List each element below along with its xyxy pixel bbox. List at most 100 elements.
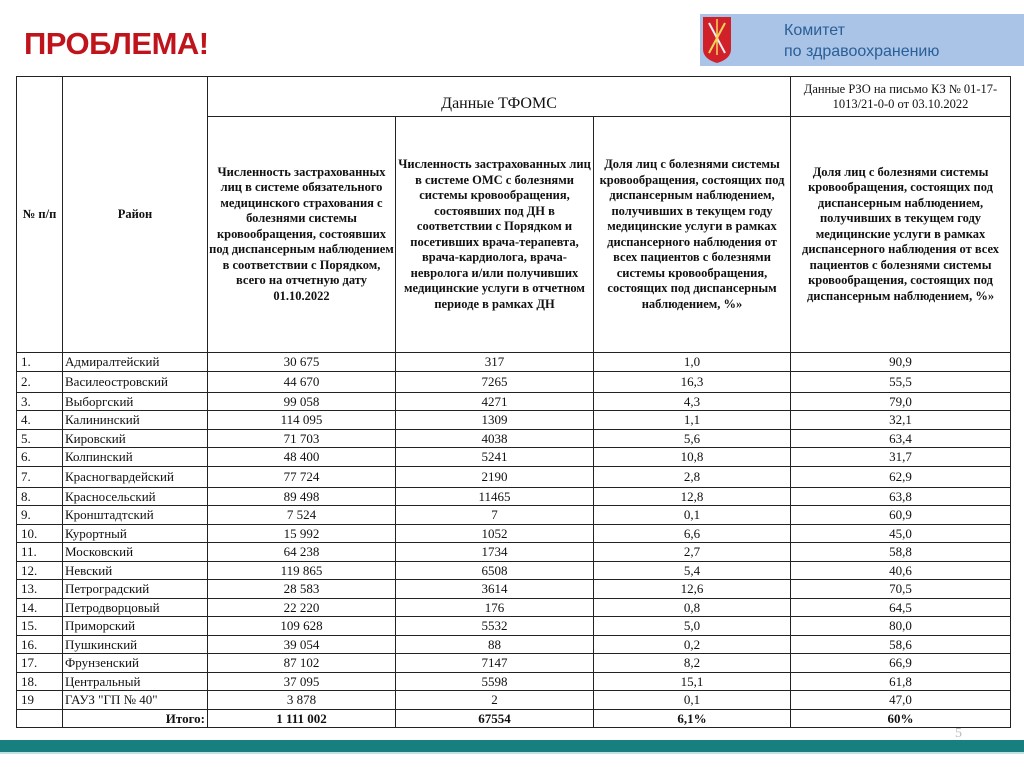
- row-col2: 1052: [395, 523, 594, 543]
- table-row: 15. Приморский 109 628 5532 5,0 80,0: [16, 616, 1012, 636]
- row-col2: 2: [395, 690, 594, 710]
- row-col2: 7147: [395, 653, 594, 673]
- row-col1: 64 238: [207, 542, 396, 562]
- row-col2: 2190: [395, 465, 594, 488]
- spb-coat-of-arms-icon: [703, 17, 731, 63]
- total-empty: [16, 708, 63, 728]
- row-district: Адмиралтейский: [62, 352, 208, 372]
- slide-title: ПРОБЛЕМА!: [24, 26, 209, 61]
- table-row: 12. Невский 119 865 6508 5,4 40,6: [16, 560, 1012, 580]
- row-col3: 10,8: [592, 447, 792, 467]
- row-col2: 5598: [395, 671, 594, 691]
- row-district: Василеостровский: [62, 370, 208, 393]
- row-col3: 2,7: [592, 542, 792, 562]
- row-district: Красносельский: [62, 486, 208, 506]
- table-row: 5. Кировский 71 703 4038 5,6 63,4: [16, 428, 1012, 448]
- row-district: Пушкинский: [62, 634, 208, 654]
- header-district: Район: [62, 76, 208, 353]
- row-col4: 32,1: [790, 410, 1012, 430]
- total-row: Итого: 1 111 002 67554 6,1% 60%: [16, 708, 1012, 728]
- row-col1: 30 675: [207, 352, 396, 372]
- header-rzo: Данные РЗО на письмо КЗ № 01-17-1013/21-…: [790, 76, 1012, 117]
- row-num: 12.: [16, 560, 63, 580]
- row-district: Московский: [62, 542, 208, 562]
- row-col1: 114 095: [207, 410, 396, 430]
- header-tfoms: Данные ТФОМС: [206, 76, 792, 117]
- row-num: 5.: [16, 428, 63, 448]
- row-num: 15.: [16, 616, 63, 636]
- org-header-band: [700, 14, 1024, 66]
- row-num: 17.: [16, 653, 63, 673]
- row-district: Кронштадтский: [62, 505, 208, 525]
- row-col1: 37 095: [207, 671, 396, 691]
- table-row: 9. Кронштадтский 7 524 7 0,1 60,9: [16, 505, 1012, 525]
- row-col3: 8,2: [592, 653, 792, 673]
- row-district: Красногвардейский: [62, 465, 208, 488]
- row-col2: 5241: [395, 447, 594, 467]
- row-col4: 47,0: [790, 690, 1012, 710]
- row-col4: 80,0: [790, 616, 1012, 636]
- row-num: 7.: [16, 465, 63, 488]
- row-col1: 71 703: [207, 428, 396, 448]
- row-col1: 15 992: [207, 523, 396, 543]
- row-col1: 44 670: [207, 370, 396, 393]
- row-col4: 63,8: [790, 486, 1012, 506]
- row-col3: 0,8: [592, 597, 792, 617]
- row-district: Кировский: [62, 428, 208, 448]
- table-row: 11. Московский 64 238 1734 2,7 58,8: [16, 542, 1012, 562]
- row-col2: 1309: [395, 410, 594, 430]
- row-num: 8.: [16, 486, 63, 506]
- row-col2: 6508: [395, 560, 594, 580]
- row-col3: 16,3: [592, 370, 792, 393]
- header-col4: Доля лиц с болезнями системы кровообраще…: [790, 116, 1012, 353]
- row-num: 11.: [16, 542, 63, 562]
- row-col2: 4038: [395, 428, 594, 448]
- table-row: 3. Выборгский 99 058 4271 4,3 79,0: [16, 391, 1012, 411]
- table-row: 16. Пушкинский 39 054 88 0,2 58,6: [16, 634, 1012, 654]
- row-col2: 3614: [395, 579, 594, 599]
- row-num: 18.: [16, 671, 63, 691]
- table-row: 14. Петродворцовый 22 220 176 0,8 64,5: [16, 597, 1012, 617]
- table-row: 18. Центральный 37 095 5598 15,1 61,8: [16, 671, 1012, 691]
- footer-band: [0, 740, 1024, 752]
- row-col3: 5,0: [592, 616, 792, 636]
- row-col4: 62,9: [790, 465, 1012, 488]
- row-col2: 1734: [395, 542, 594, 562]
- table-row: 13. Петроградский 28 583 3614 12,6 70,5: [16, 579, 1012, 599]
- row-district: Курортный: [62, 523, 208, 543]
- row-col3: 0,1: [592, 690, 792, 710]
- table-row: 10. Курортный 15 992 1052 6,6 45,0: [16, 523, 1012, 543]
- row-col2: 317: [395, 352, 594, 372]
- row-col3: 12,8: [592, 486, 792, 506]
- row-col4: 31,7: [790, 447, 1012, 467]
- row-col1: 22 220: [207, 597, 396, 617]
- row-district: Невский: [62, 560, 208, 580]
- row-col4: 70,5: [790, 579, 1012, 599]
- row-num: 16.: [16, 634, 63, 654]
- row-district: Калининский: [62, 410, 208, 430]
- header-col1: Численность застрахованных лиц в системе…: [207, 116, 396, 353]
- row-num: 2.: [16, 370, 63, 393]
- total-label: Итого:: [62, 708, 208, 728]
- row-district: Выборгский: [62, 391, 208, 411]
- row-col1: 99 058: [207, 391, 396, 411]
- row-col4: 63,4: [790, 428, 1012, 448]
- row-col4: 79,0: [790, 391, 1012, 411]
- row-col4: 60,9: [790, 505, 1012, 525]
- row-district: Колпинский: [62, 447, 208, 467]
- table-row: 1. Адмиралтейский 30 675 317 1,0 90,9: [16, 352, 1012, 372]
- row-num: 14.: [16, 597, 63, 617]
- row-col2: 4271: [395, 391, 594, 411]
- table-row: 4. Калининский 114 095 1309 1,1 32,1: [16, 410, 1012, 430]
- row-col3: 2,8: [592, 465, 792, 488]
- row-col2: 7: [395, 505, 594, 525]
- row-col1: 77 724: [207, 465, 396, 488]
- header-col3: Доля лиц с болезнями системы кровообраще…: [592, 116, 792, 353]
- row-col3: 1,0: [592, 352, 792, 372]
- row-num: 1.: [16, 352, 63, 372]
- total-col4: 60%: [790, 708, 1012, 728]
- table-row: 8. Красносельский 89 498 11465 12,8 63,8: [16, 486, 1012, 506]
- row-district: Фрунзенский: [62, 653, 208, 673]
- row-col2: 7265: [395, 370, 594, 393]
- row-num: 4.: [16, 410, 63, 430]
